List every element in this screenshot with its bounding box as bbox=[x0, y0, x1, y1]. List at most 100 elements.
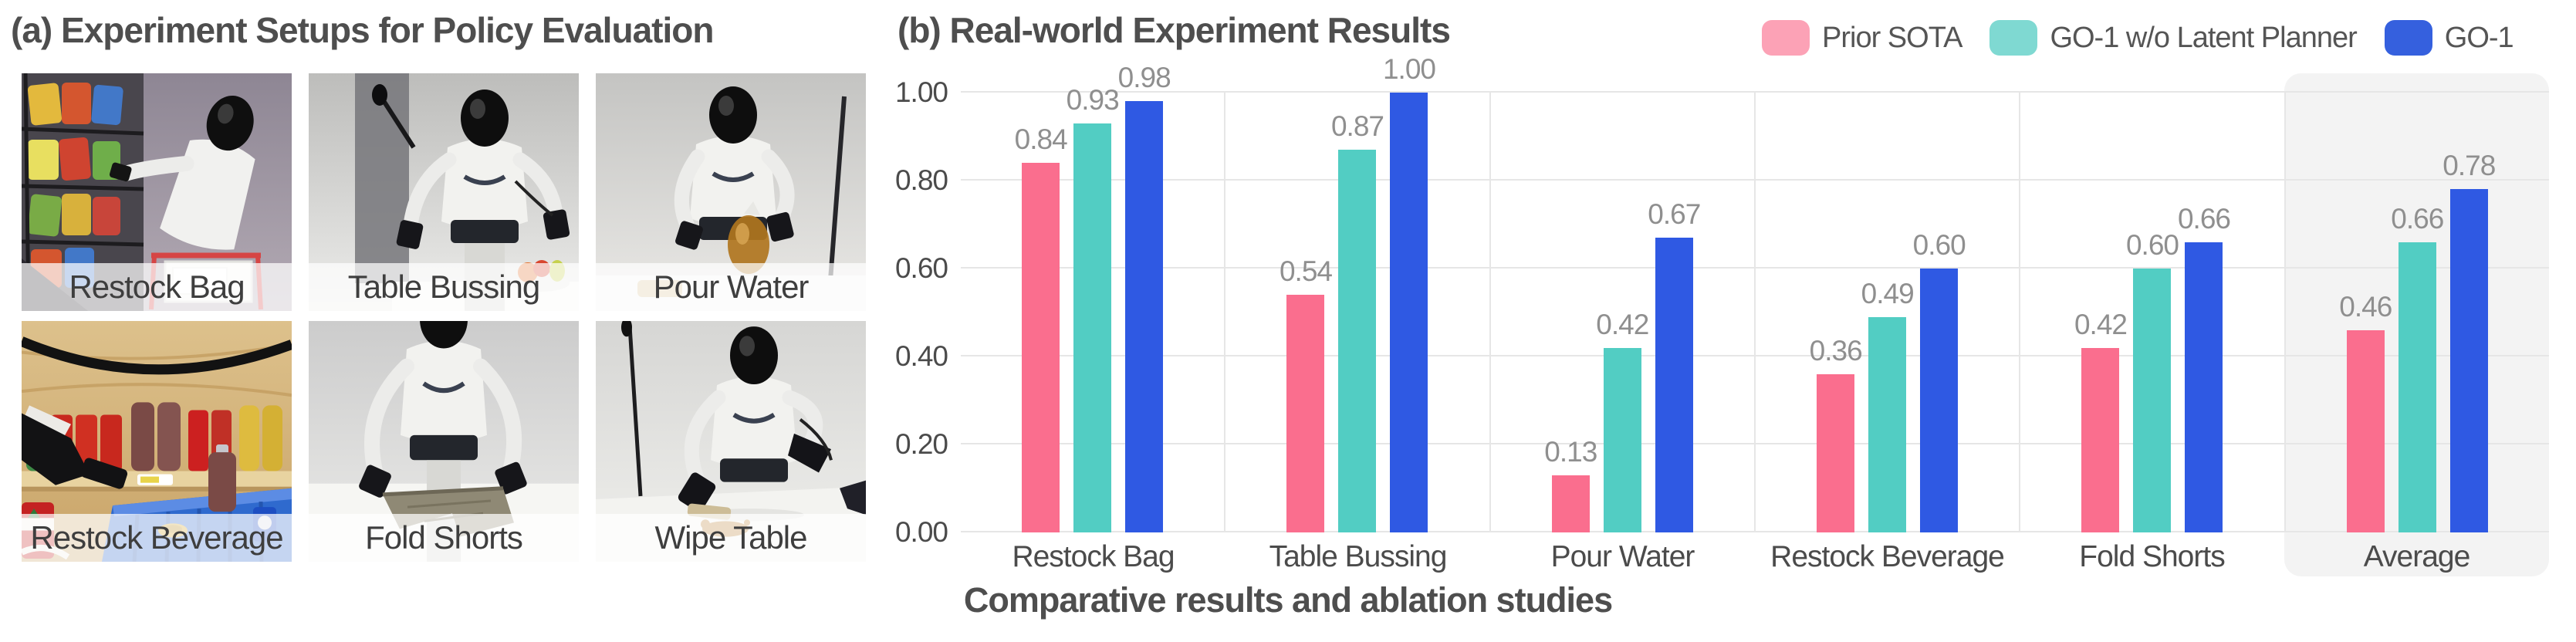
bar-group-restock-bag: 0.84 0.93 0.98 bbox=[961, 62, 1224, 532]
legend-swatch-prior-sota bbox=[1762, 20, 1810, 56]
category-label-fold-shorts: Fold Shorts bbox=[2079, 540, 2225, 573]
bar-value-label: 0.36 bbox=[1809, 334, 1863, 367]
bar-fill bbox=[1920, 269, 1959, 532]
chart-legend: Prior SOTA GO-1 w/o Latent Planner GO-1 bbox=[1762, 20, 2514, 56]
photo-label-text: Restock Bag bbox=[69, 269, 245, 305]
photo-label-restock-beverage: Restock Beverage bbox=[22, 514, 292, 562]
bar-value-label: 0.42 bbox=[2074, 308, 2128, 340]
bar-fill bbox=[1551, 475, 1590, 532]
bar-value-label: 0.49 bbox=[1861, 277, 1915, 309]
y-tick-label: 0.20 bbox=[894, 428, 948, 460]
bar-fill bbox=[2346, 329, 2385, 532]
bar-value-label: 0.60 bbox=[2125, 229, 2179, 261]
bar-prior-sota-fold-shorts: 0.42 bbox=[2074, 309, 2128, 532]
bar-prior-sota-pour-water: 0.13 bbox=[1544, 436, 1597, 532]
photo-label-wipe-table: Wipe Table bbox=[596, 514, 866, 562]
bar-value-label: 0.13 bbox=[1544, 435, 1597, 468]
bar-fill bbox=[2133, 269, 2172, 532]
bar-fill bbox=[1868, 316, 1907, 532]
bar-fill bbox=[1390, 93, 1428, 532]
photo-restock-beverage: Restock Beverage bbox=[22, 321, 292, 562]
y-axis: 0.00 0.20 0.40 0.60 0.80 1.00 bbox=[818, 76, 948, 548]
bar-go-1-average: 0.78 bbox=[2442, 150, 2496, 532]
bar-value-label: 0.46 bbox=[2339, 290, 2392, 323]
bar-fill bbox=[1022, 163, 1060, 532]
bar-group-fold-shorts: 0.42 0.60 0.66 bbox=[2019, 93, 2284, 532]
bar-go-1-fold-shorts: 0.66 bbox=[2178, 203, 2231, 532]
figure-caption: Comparative results and ablation studies bbox=[963, 580, 1613, 620]
bar-prior-sota-restock-beverage: 0.36 bbox=[1810, 335, 1863, 532]
category-label-restock-bag: Restock Bag bbox=[1012, 540, 1175, 573]
restock-beverage-photo-illustration bbox=[22, 321, 292, 562]
photo-pour-water: Pour Water bbox=[596, 73, 866, 311]
bar-go-1-restock-bag: 0.98 bbox=[1118, 62, 1171, 532]
panel-b-title: (b) Real-world Experiment Results bbox=[898, 10, 1451, 50]
bar-group-table-bussing: 0.54 0.87 1.00 bbox=[1224, 53, 1489, 532]
bar-fill bbox=[1817, 373, 1855, 532]
bar-value-label: 0.66 bbox=[2177, 202, 2231, 235]
photo-grid: Restock Bag bbox=[22, 73, 866, 562]
panel-a-title: (a) Experiment Setups for Policy Evaluat… bbox=[11, 10, 714, 50]
bar-prior-sota-restock-bag: 0.84 bbox=[1015, 123, 1068, 532]
bar-go-1-pour-water: 0.67 bbox=[1648, 198, 1701, 532]
bar-fill bbox=[1603, 347, 1641, 532]
bar-value-label: 0.67 bbox=[1648, 198, 1701, 231]
legend-item-go-1-w-o-latent-planner: GO-1 w/o Latent Planner bbox=[1989, 20, 2358, 56]
bar-fill bbox=[1286, 295, 1325, 532]
bar-value-label: 0.98 bbox=[1117, 62, 1171, 94]
y-tick-label: 0.80 bbox=[894, 164, 948, 196]
bar-fill bbox=[1073, 123, 1112, 532]
photo-label-table-bussing: Table Bussing bbox=[309, 263, 579, 311]
bar-value-label: 0.84 bbox=[1014, 123, 1068, 156]
bar-fill bbox=[1125, 101, 1164, 532]
photo-label-text: Pour Water bbox=[653, 269, 810, 305]
bar-value-label: 0.87 bbox=[1330, 110, 1384, 143]
bar-group-pour-water: 0.13 0.42 0.67 bbox=[1489, 93, 1754, 532]
y-tick-label: 1.00 bbox=[894, 76, 948, 108]
photo-label-text: Wipe Table bbox=[654, 519, 807, 556]
photo-label-text: Restock Beverage bbox=[30, 519, 283, 556]
photo-table-bussing: Table Bussing bbox=[309, 73, 579, 311]
bar-value-label: 0.60 bbox=[1912, 229, 1966, 261]
bar-go-1-w-o-latent-planner-pour-water: 0.42 bbox=[1596, 309, 1649, 532]
bar-go-1-w-o-latent-planner-average: 0.66 bbox=[2391, 203, 2444, 532]
legend-item-prior-sota: Prior SOTA bbox=[1762, 20, 1962, 56]
bar-value-label: 1.00 bbox=[1382, 53, 1436, 85]
bar-go-1-w-o-latent-planner-table-bussing: 0.87 bbox=[1331, 110, 1384, 532]
bar-go-1-restock-beverage: 0.60 bbox=[1913, 229, 1966, 532]
bar-prior-sota-average: 0.46 bbox=[2339, 291, 2392, 532]
bar-go-1-w-o-latent-planner-restock-beverage: 0.49 bbox=[1861, 278, 1915, 532]
bar-fill bbox=[2398, 242, 2436, 532]
photo-label-text: Table Bussing bbox=[347, 269, 540, 305]
bar-fill bbox=[1338, 150, 1377, 532]
photo-label-restock-bag: Restock Bag bbox=[22, 263, 292, 311]
photo-label-text: Fold Shorts bbox=[365, 519, 523, 556]
y-tick-label: 0.00 bbox=[894, 516, 948, 548]
legend-item-go-1: GO-1 bbox=[2384, 20, 2514, 56]
category-label-pour-water: Pour Water bbox=[1550, 540, 1695, 573]
bar-prior-sota-table-bussing: 0.54 bbox=[1280, 255, 1333, 532]
bar-fill bbox=[2081, 347, 2120, 532]
category-label-average: Average bbox=[2363, 540, 2471, 573]
bar-go-1-w-o-latent-planner-fold-shorts: 0.60 bbox=[2126, 229, 2179, 532]
category-label-restock-beverage: Restock Beverage bbox=[1770, 540, 2005, 573]
legend-label: GO-1 w/o Latent Planner bbox=[2050, 21, 2357, 54]
legend-swatch-go-1-w-o-latent-planner bbox=[1989, 20, 2038, 56]
plot-area: 0.84 0.93 0.98 0.54 0.87 1.00 0.13 0.42 0.67 0.36… bbox=[961, 53, 2549, 576]
category-label-table-bussing: Table Bussing bbox=[1269, 540, 1448, 573]
bar-go-1-w-o-latent-planner-restock-bag: 0.93 bbox=[1067, 84, 1120, 532]
bar-value-label: 0.42 bbox=[1596, 308, 1649, 340]
bar-group-restock-beverage: 0.36 0.49 0.60 bbox=[1753, 93, 2019, 532]
bar-groups: 0.84 0.93 0.98 0.54 0.87 1.00 0.13 0.42 0.67 0.36… bbox=[961, 53, 2549, 532]
photo-label-fold-shorts: Fold Shorts bbox=[309, 514, 579, 562]
bar-go-1-table-bussing: 1.00 bbox=[1383, 53, 1436, 532]
photo-restock-bag: Restock Bag bbox=[22, 73, 292, 311]
legend-swatch-go-1 bbox=[2384, 20, 2432, 56]
bar-group-average: 0.46 0.66 0.78 bbox=[2284, 93, 2549, 532]
photo-wipe-table: Wipe Table bbox=[596, 321, 866, 562]
category-labels: Restock Bag Table Bussing Pour Water Restoc… bbox=[961, 540, 2549, 574]
bar-fill bbox=[2185, 242, 2223, 532]
legend-label: Prior SOTA bbox=[1822, 21, 1962, 54]
y-tick-label: 0.40 bbox=[894, 340, 948, 372]
